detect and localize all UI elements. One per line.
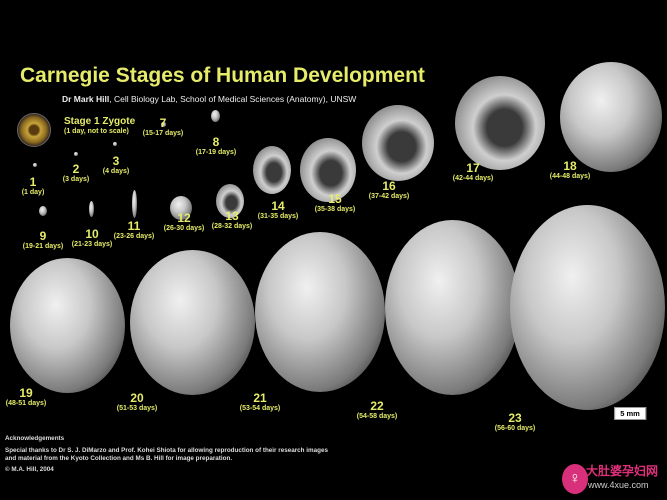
- embryo-image-8: [211, 110, 220, 122]
- embryo-image-20: [130, 250, 255, 395]
- stage-label-14: 14 (31-35 days): [257, 199, 299, 221]
- embryo-image-12: [170, 196, 192, 220]
- ack-copyright: © M.A. Hill, 2004: [5, 465, 54, 473]
- stage-label-8: 8 (17-19 days): [195, 135, 237, 157]
- scale-bar: 5 mm: [614, 407, 646, 420]
- embryo-image-21: [255, 232, 385, 392]
- author-line: Dr Mark Hill, Cell Biology Lab, School o…: [62, 94, 356, 104]
- watermark-text: 大肚婆孕妇网: [586, 464, 659, 478]
- embryo-image-9: [39, 206, 47, 216]
- stage-label-17: 17 (42-44 days): [452, 161, 494, 183]
- zygote-image: [17, 113, 51, 147]
- stage-label-18: 18 (44-48 days): [549, 159, 591, 181]
- embryo-image-23: [510, 205, 665, 410]
- stage-label-7: 7 (15-17 days): [142, 116, 184, 138]
- zygote-sublabel: (1 day, not to scale): [64, 128, 129, 135]
- ack-heading: Acknowledgements: [5, 435, 65, 442]
- stage-label-23: 23 (56-60 days): [494, 411, 536, 433]
- stage-label-16: 16 (37-42 days): [368, 179, 410, 201]
- stage-label-21: 21 (53-54 days): [239, 391, 281, 413]
- stage-label-22: 22 (54-58 days): [356, 399, 398, 421]
- stage-label-1: 1 (1 day): [21, 175, 45, 197]
- embryo-image-22: [385, 220, 520, 395]
- watermark-url: www.4xue.com: [588, 480, 649, 490]
- embryo-image-10: [89, 201, 94, 217]
- embryo-image-15: [300, 138, 356, 202]
- embryo-image-16: [362, 105, 434, 181]
- embryo-image-17: [455, 76, 545, 170]
- embryo-image-19: [10, 258, 125, 393]
- author-name: Dr Mark Hill: [62, 94, 110, 104]
- stage-label-9: 9 (19-21 days): [22, 229, 64, 251]
- embryo-image-11: [132, 190, 137, 218]
- stage-label-13: 13 (28-32 days): [211, 209, 253, 231]
- embryo-image-14: [253, 146, 291, 194]
- author-affiliation: , Cell Biology Lab, School of Medical Sc…: [109, 94, 357, 104]
- ack-text: Special thanks to Dr S. J. DiMarzo and P…: [5, 446, 328, 463]
- stage-label-3: 3 (4 days): [102, 154, 130, 176]
- stage-label-2: 2 (3 days): [62, 162, 90, 184]
- embryo-image-13: [216, 184, 244, 218]
- embryo-image-18: [560, 62, 662, 172]
- watermark-logo-icon: ♀: [562, 464, 588, 494]
- stage-label-12: 12 (26-30 days): [163, 211, 205, 233]
- embryo-image-2: [74, 152, 78, 156]
- zygote-label: Stage 1 Zygote: [64, 116, 136, 127]
- watermark: ♀ 大肚婆孕妇网 www.4xue.com: [562, 462, 662, 496]
- embryo-image-1: [33, 163, 37, 167]
- acknowledgements: Acknowledgements Special thanks to Dr S.…: [5, 435, 335, 474]
- poster-title: Carnegie Stages of Human Development: [20, 64, 425, 87]
- stage-label-10: 10 (21-23 days): [71, 227, 113, 249]
- stage-label-15: 15 (35-38 days): [314, 192, 356, 214]
- embryo-image-3: [113, 142, 117, 146]
- embryo-image-7: [161, 122, 166, 127]
- stage-label-19: 19 (48-51 days): [5, 386, 47, 408]
- stage-label-20: 20 (51-53 days): [116, 391, 158, 413]
- stage-label-11: 11 (23-26 days): [113, 219, 155, 241]
